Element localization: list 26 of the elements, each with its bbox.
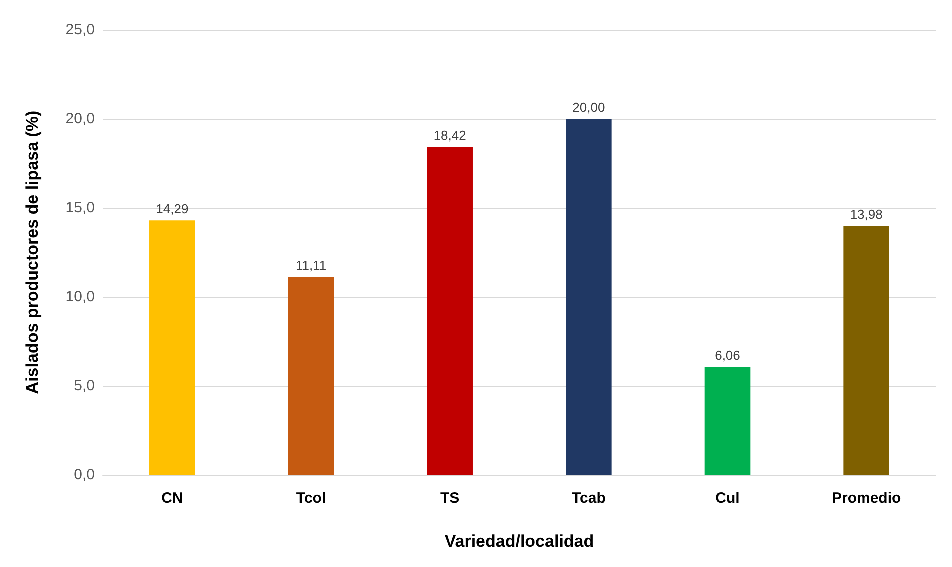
y-tick-label: 10,0 (66, 288, 95, 306)
x-axis-title: Variedad/localidad (444, 532, 594, 551)
y-tick-label: 5,0 (74, 378, 95, 394)
y-tick-label: 0,0 (74, 466, 95, 484)
bar (427, 147, 473, 475)
y-tick-label: 15,0 (66, 200, 95, 216)
x-tick-label: Promedio (832, 490, 902, 507)
bar (704, 367, 751, 475)
data-label: 11,11 (296, 258, 327, 274)
data-label: 14,29 (156, 202, 189, 217)
x-tick-label: Cul (716, 490, 740, 507)
data-label: 6,06 (715, 348, 740, 364)
data-label: 20,00 (572, 100, 606, 115)
x-tick-label: CN (162, 490, 184, 507)
bar (288, 277, 334, 475)
x-tick-label: TS (440, 490, 460, 507)
data-label: 18,42 (434, 128, 466, 144)
x-tick-label: Tcol (296, 490, 326, 507)
y-tick-label: 20,0 (66, 110, 95, 128)
y-axis-title: Aislados productores de lipasa (%) (23, 110, 42, 394)
bar (566, 119, 612, 475)
x-tick-label: Tcab (572, 490, 606, 507)
data-label: 13,98 (850, 207, 883, 222)
bar (844, 226, 890, 475)
y-tick-label: 25,0 (66, 22, 95, 38)
bar (150, 220, 196, 475)
